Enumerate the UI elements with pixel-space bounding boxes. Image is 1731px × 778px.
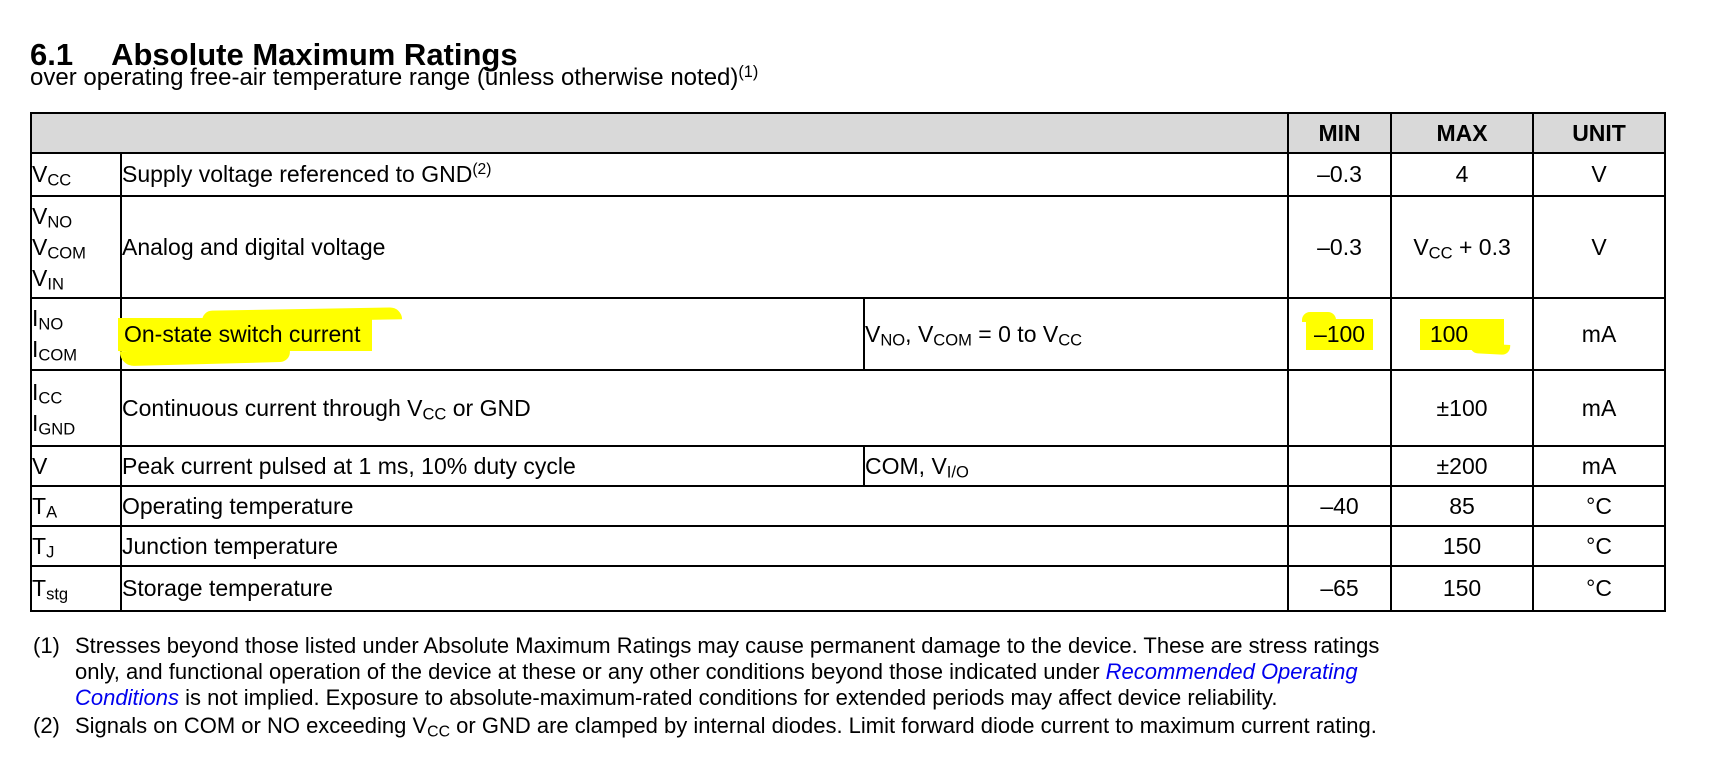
header-empty-cell [29, 112, 1290, 154]
highlight-max-value: 100 [1419, 318, 1505, 350]
header-unit: UNIT [1532, 112, 1667, 154]
footnote-1-line2: only, and functional operation of the de… [75, 659, 1106, 684]
unit-cell: V [1532, 195, 1667, 299]
max-cell: 150 [1390, 525, 1535, 567]
row-peak-current: V Peak current pulsed at 1 ms, 10% duty … [30, 445, 1667, 487]
footnote-1-line3: is not implied. Exposure to absolute-max… [178, 685, 1278, 710]
min-cell [1287, 445, 1393, 487]
symbol-cell: ICC IGND [30, 369, 122, 447]
min-cell [1287, 525, 1393, 567]
unit-cell: V [1532, 152, 1667, 197]
unit-cell: °C [1532, 485, 1667, 527]
min-cell: –100 [1287, 297, 1393, 371]
symbol-cell: VCC [30, 152, 122, 197]
max-cell: 4 [1390, 152, 1535, 197]
min-cell: –40 [1287, 485, 1393, 527]
recommended-operating-conditions-link-continued[interactable]: Conditions [75, 685, 179, 710]
unit-cell: °C [1532, 525, 1667, 567]
row-vcc: VCC Supply voltage referenced to GND(2) … [30, 152, 1667, 197]
table-subtitle: over operating free-air temperature rang… [30, 64, 758, 92]
symbol-cell: V [30, 445, 122, 487]
condition-cell: VNO, VCOM = 0 to VCC [862, 297, 1290, 371]
highlight-on-state-switch-current: On-state switch current [118, 317, 373, 351]
subtitle-text: over operating free-air temperature rang… [30, 64, 739, 91]
symbol-cell: Tstg [30, 565, 122, 612]
max-cell: 150 [1390, 565, 1535, 612]
footnote-2-marker: (2) [33, 713, 60, 738]
header-max: MAX [1390, 112, 1535, 154]
footnotes: (1) Stresses beyond those listed under A… [30, 633, 1710, 741]
subtitle-footnote-ref: (1) [738, 62, 759, 81]
min-cell: –0.3 [1287, 195, 1393, 299]
table-header-row: MIN MAX UNIT [29, 112, 1667, 154]
recommended-operating-conditions-link[interactable]: Recommended Operating [1105, 659, 1358, 684]
description-cell: Continuous current through VCC or GND [119, 369, 1290, 447]
max-cell: 85 [1390, 485, 1535, 527]
symbol-cell: TJ [30, 525, 122, 567]
description-cell: Operating temperature [119, 485, 1290, 527]
row-icc-ignd: ICC IGND Continuous current through VCC … [30, 369, 1667, 447]
row-vno-vcom-vin: VNO VCOM VIN Analog and digital voltage … [30, 195, 1667, 299]
page-title: 6.1 Absolute Maximum Ratings [30, 37, 518, 73]
description-cell: Supply voltage referenced to GND(2) [119, 152, 1290, 197]
highlight-min-value: –100 [1301, 311, 1374, 350]
symbol-cell: TA [30, 485, 122, 527]
max-cell: 100 [1390, 297, 1535, 371]
unit-cell: mA [1532, 369, 1667, 447]
row-operating-temperature: TA Operating temperature –40 85 °C [30, 485, 1667, 527]
section-number: 6.1 [30, 36, 74, 72]
row-storage-temperature: Tstg Storage temperature –65 150 °C [30, 565, 1667, 612]
description-cell: Analog and digital voltage [119, 195, 1290, 299]
max-cell: VCC + 0.3 [1390, 195, 1535, 299]
absolute-maximum-ratings-table: MIN MAX UNIT VCC Supply voltage referenc… [29, 112, 1667, 612]
unit-cell: mA [1532, 445, 1667, 487]
description-cell: On-state switch current [118, 297, 865, 371]
description-cell: Junction temperature [119, 525, 1290, 567]
min-cell [1287, 369, 1393, 447]
row-ino-icom: INO ICOM On-state switch current VNO, VC… [30, 297, 1667, 371]
max-cell: ±100 [1390, 369, 1535, 447]
footnote-1-marker: (1) [33, 633, 60, 658]
section-heading: Absolute Maximum Ratings [111, 36, 518, 72]
footnote-1: (1) Stresses beyond those listed under A… [30, 633, 1710, 711]
description-cell: Peak current pulsed at 1 ms, 10% duty cy… [120, 445, 865, 487]
footnote-2-text: Signals on COM or NO exceeding V [75, 713, 428, 738]
max-cell: ±200 [1390, 445, 1535, 487]
unit-cell: °C [1532, 565, 1667, 612]
condition-cell: COM, VI/O [862, 445, 1290, 487]
symbol-cell: INO ICOM [30, 297, 122, 371]
footnote-ref: (2) [472, 161, 492, 179]
header-min: MIN [1287, 112, 1393, 154]
footnote-1-line1: Stresses beyond those listed under Absol… [75, 633, 1380, 658]
row-junction-temperature: TJ Junction temperature 150 °C [30, 525, 1667, 567]
unit-cell: mA [1532, 297, 1667, 371]
footnote-2: (2) Signals on COM or NO exceeding VCC o… [33, 713, 1377, 741]
description-cell: Storage temperature [119, 565, 1290, 612]
symbol-cell: VNO VCOM VIN [30, 195, 122, 299]
min-cell: –0.3 [1287, 152, 1393, 197]
min-cell: –65 [1287, 565, 1393, 612]
